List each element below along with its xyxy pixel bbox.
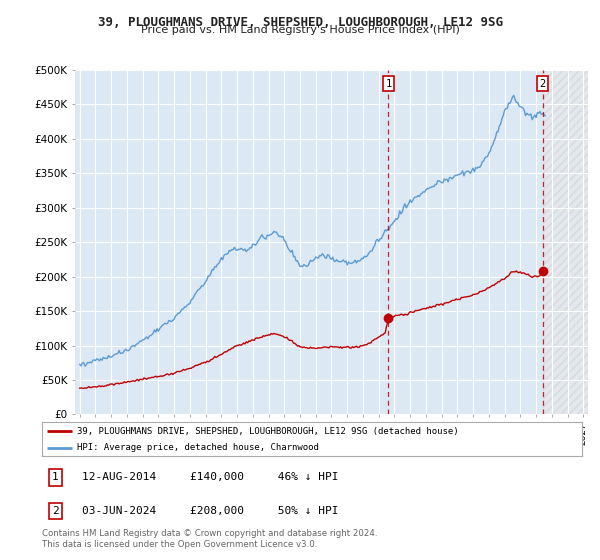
Text: 1: 1 xyxy=(385,79,392,89)
Text: HPI: Average price, detached house, Charnwood: HPI: Average price, detached house, Char… xyxy=(77,443,319,452)
Text: 1: 1 xyxy=(52,473,59,483)
Bar xyxy=(388,70,542,414)
Text: 39, PLOUGHMANS DRIVE, SHEPSHED, LOUGHBOROUGH, LE12 9SG: 39, PLOUGHMANS DRIVE, SHEPSHED, LOUGHBOR… xyxy=(97,16,503,29)
Bar xyxy=(542,70,588,414)
Text: Price paid vs. HM Land Registry's House Price Index (HPI): Price paid vs. HM Land Registry's House … xyxy=(140,25,460,35)
Text: 12-AUG-2014     £140,000     46% ↓ HPI: 12-AUG-2014 £140,000 46% ↓ HPI xyxy=(83,473,339,483)
Text: Contains HM Land Registry data © Crown copyright and database right 2024.
This d: Contains HM Land Registry data © Crown c… xyxy=(42,529,377,549)
Text: 03-JUN-2024     £208,000     50% ↓ HPI: 03-JUN-2024 £208,000 50% ↓ HPI xyxy=(83,506,339,516)
Text: 39, PLOUGHMANS DRIVE, SHEPSHED, LOUGHBOROUGH, LE12 9SG (detached house): 39, PLOUGHMANS DRIVE, SHEPSHED, LOUGHBOR… xyxy=(77,427,459,436)
Text: 2: 2 xyxy=(52,506,59,516)
Text: 2: 2 xyxy=(539,79,546,89)
